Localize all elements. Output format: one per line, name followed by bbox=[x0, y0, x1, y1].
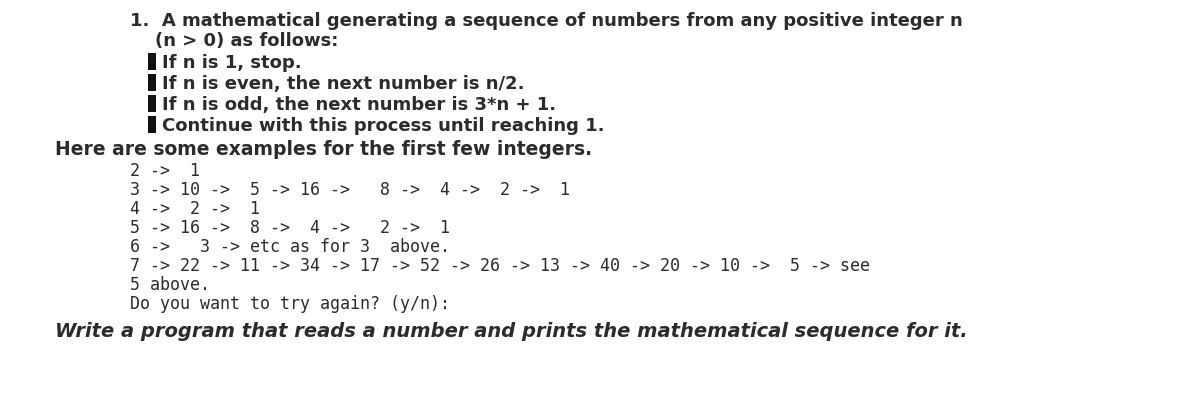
Text: Continue with this process until reaching 1.: Continue with this process until reachin… bbox=[162, 117, 605, 135]
Text: 5 above.: 5 above. bbox=[130, 275, 210, 293]
Text: 3 -> 10 ->  5 -> 16 ->   8 ->  4 ->  2 ->  1: 3 -> 10 -> 5 -> 16 -> 8 -> 4 -> 2 -> 1 bbox=[130, 180, 570, 198]
Text: If n is odd, the next number is 3*n + 1.: If n is odd, the next number is 3*n + 1. bbox=[162, 96, 556, 114]
Bar bbox=[148, 54, 156, 71]
Bar bbox=[148, 96, 156, 113]
Bar bbox=[148, 117, 156, 134]
Text: Here are some examples for the first few integers.: Here are some examples for the first few… bbox=[55, 140, 592, 159]
Text: 5 -> 16 ->  8 ->  4 ->   2 ->  1: 5 -> 16 -> 8 -> 4 -> 2 -> 1 bbox=[130, 219, 450, 237]
Text: (n > 0) as follows:: (n > 0) as follows: bbox=[155, 32, 338, 50]
Text: Do you want to try again? (y/n):: Do you want to try again? (y/n): bbox=[130, 294, 450, 312]
Text: 2 ->  1: 2 -> 1 bbox=[130, 162, 200, 180]
Text: If n is 1, stop.: If n is 1, stop. bbox=[162, 54, 301, 72]
Text: 4 ->  2 ->  1: 4 -> 2 -> 1 bbox=[130, 200, 260, 217]
Bar bbox=[148, 75, 156, 92]
Text: 6 ->   3 -> etc as for 3  above.: 6 -> 3 -> etc as for 3 above. bbox=[130, 237, 450, 255]
Text: 1.  A mathematical generating a sequence of numbers from any positive integer n: 1. A mathematical generating a sequence … bbox=[130, 12, 962, 30]
Text: Write a program that reads a number and prints the mathematical sequence for it.: Write a program that reads a number and … bbox=[55, 321, 967, 340]
Text: 7 -> 22 -> 11 -> 34 -> 17 -> 52 -> 26 -> 13 -> 40 -> 20 -> 10 ->  5 -> see: 7 -> 22 -> 11 -> 34 -> 17 -> 52 -> 26 ->… bbox=[130, 256, 870, 274]
Text: If n is even, the next number is n/2.: If n is even, the next number is n/2. bbox=[162, 75, 524, 93]
